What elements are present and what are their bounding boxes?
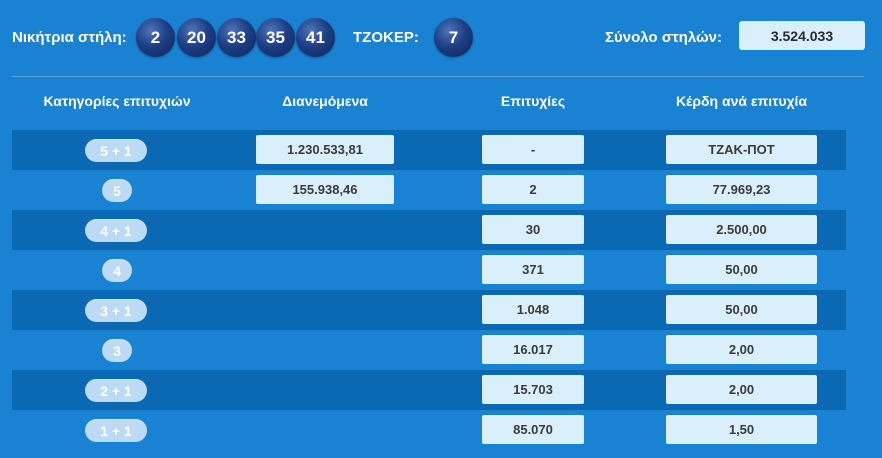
table-row: 5 + 1 1.230.533,81 - ΤΖΑΚ-ΠΟΤ (12, 130, 846, 170)
category-badge: 5 (102, 179, 132, 202)
column-header-winners: Επιτυχίες (500, 93, 566, 109)
prize-per-winner: ΤΖΑΚ-ΠΟΤ (666, 135, 817, 164)
winning-number-ball-4: 35 (256, 18, 295, 57)
category-badge: 4 + 1 (85, 219, 147, 242)
joker-number-ball: 7 (434, 18, 473, 57)
total-columns-value: 3.524.033 (739, 21, 865, 50)
distributed-amount: 155.938,46 (256, 175, 394, 204)
winners-count: 15.703 (482, 375, 584, 404)
column-header-categories: Κατηγορίες επιτυχιών (43, 93, 191, 109)
table-row: 4 371 50,00 (12, 250, 846, 290)
winning-number-ball-3: 33 (217, 18, 256, 57)
winners-count: - (482, 135, 584, 164)
winners-count: 2 (482, 175, 584, 204)
category-badge: 4 (102, 259, 132, 282)
winners-count: 85.070 (482, 415, 584, 444)
prize-per-winner: 2.500,00 (666, 215, 817, 244)
winners-count: 16.017 (482, 335, 584, 364)
results-header: Νικήτρια στήλη: 2 20 33 35 41 ΤΖΟΚΕΡ: 7 … (0, 0, 882, 76)
table-row: 3 16.017 2,00 (12, 330, 846, 370)
winners-count: 371 (482, 255, 584, 284)
prize-per-winner: 50,00 (666, 255, 817, 284)
joker-label: ΤΖΟΚΕΡ: (353, 29, 419, 46)
column-header-distributed: Διανεμόμενα (282, 93, 368, 109)
column-header-prize-per-winner: Κέρδη ανά επιτυχία (675, 93, 808, 109)
category-badge: 1 + 1 (85, 419, 147, 442)
prize-per-winner: 77.969,23 (666, 175, 817, 204)
prize-per-winner: 1,50 (666, 415, 817, 444)
table-row: 1 + 1 85.070 1,50 (12, 410, 846, 450)
winning-number-ball-5: 41 (296, 18, 335, 57)
category-badge: 3 (102, 339, 132, 362)
category-badge: 3 + 1 (85, 299, 147, 322)
prize-per-winner: 50,00 (666, 295, 817, 324)
header-divider (12, 76, 864, 77)
prize-per-winner: 2,00 (666, 335, 817, 364)
category-badge: 5 + 1 (85, 139, 147, 162)
distributed-amount: 1.230.533,81 (256, 135, 394, 164)
table-row: 4 + 1 30 2.500,00 (12, 210, 846, 250)
prize-per-winner: 2,00 (666, 375, 817, 404)
table-row: 3 + 1 1.048 50,00 (12, 290, 846, 330)
winning-column-label: Νικήτρια στήλη: (12, 29, 127, 46)
winning-number-ball-1: 2 (136, 18, 175, 57)
winners-count: 1.048 (482, 295, 584, 324)
total-columns-label: Σύνολο στηλών: (605, 29, 723, 46)
table-row: 2 + 1 15.703 2,00 (12, 370, 846, 410)
category-badge: 2 + 1 (85, 379, 147, 402)
winning-number-ball-2: 20 (177, 18, 216, 57)
table-row: 5 155.938,46 2 77.969,23 (12, 170, 846, 210)
winners-count: 30 (482, 215, 584, 244)
